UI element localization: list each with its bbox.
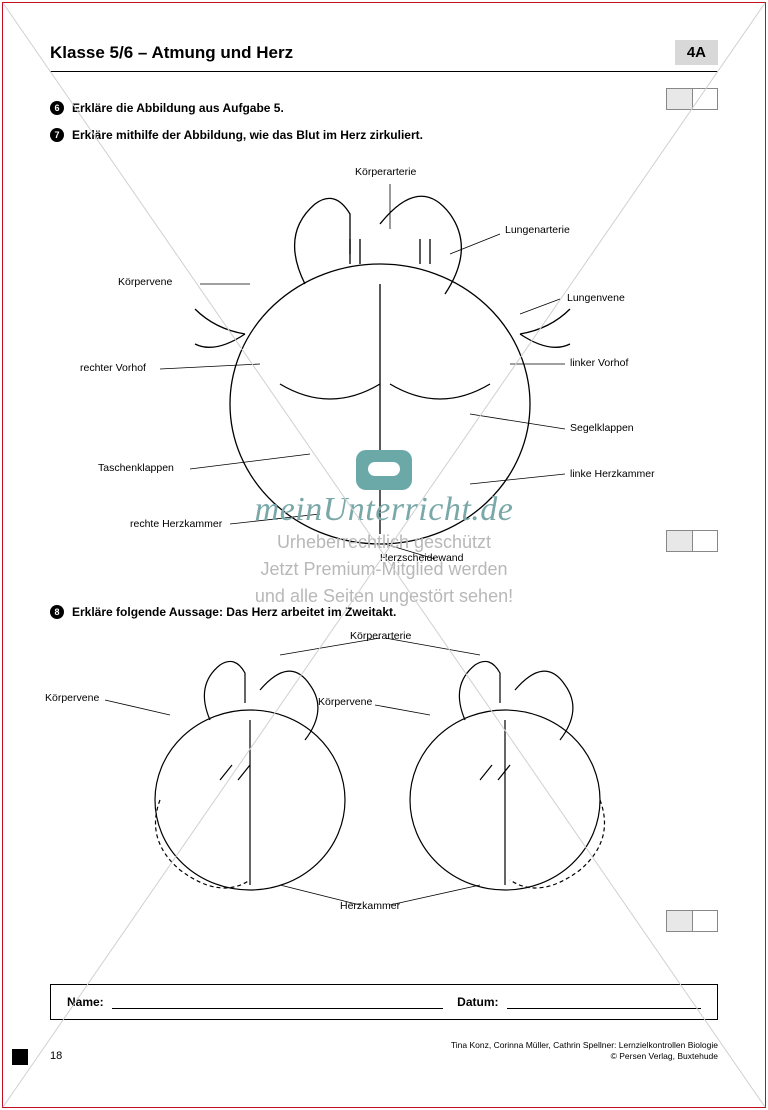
task-8: 8 Erkläre folgende Aussage: Das Herz arb… [50, 604, 718, 621]
page-badge: 4A [675, 40, 718, 65]
page-header: Klasse 5/6 – Atmung und Herz 4A [50, 40, 718, 72]
name-line [112, 995, 443, 1009]
label-koerpervene-left: Körpervene [45, 692, 99, 704]
label-herzscheidewand: Herzscheidewand [380, 552, 463, 564]
label-segelklappen: Segelklappen [570, 422, 634, 434]
credits-line2: © Persen Verlag, Buxtehude [451, 1051, 718, 1062]
publisher-mark-icon [12, 1049, 28, 1065]
label-lungenarterie: Lungenarterie [505, 224, 570, 236]
page-number: 18 [50, 1050, 62, 1062]
heart-diagram-1: Körperarterie Lungenarterie Körpervene L… [50, 154, 718, 574]
score-box [666, 910, 718, 932]
score-box [666, 530, 718, 552]
label-koerpervene-mid: Körpervene [318, 696, 372, 708]
label-koerpervene: Körpervene [118, 276, 172, 288]
task-number-icon: 8 [50, 605, 64, 619]
task-number-icon: 6 [50, 101, 64, 115]
heart-diagram-2: Körperarterie Körpervene Körpervene Herz… [50, 630, 718, 920]
label-koerperarterie: Körperarterie [355, 166, 416, 178]
label-herzkammer: Herzkammer [340, 900, 400, 912]
label-linker-vorhof: linker Vorhof [570, 357, 628, 369]
date-label: Datum: [457, 995, 498, 1009]
name-date-box: Name: Datum: [50, 984, 718, 1020]
name-label: Name: [67, 995, 104, 1009]
task-text: Erkläre folgende Aussage: Das Herz arbei… [72, 604, 396, 621]
date-line [507, 995, 702, 1009]
label-lungenvene: Lungenvene [567, 292, 625, 304]
label-taschenklappen: Taschenklappen [98, 462, 174, 474]
page-title: Klasse 5/6 – Atmung und Herz [50, 43, 293, 63]
label-linke-herzkammer: linke Herzkammer [570, 468, 655, 480]
task-text: Erkläre die Abbildung aus Aufgabe 5. [72, 100, 284, 117]
task-text: Erkläre mithilfe der Abbildung, wie das … [72, 127, 423, 144]
heart-svg-2 [50, 630, 718, 920]
label-rechter-vorhof: rechter Vorhof [80, 362, 146, 374]
label-rechte-herzkammer: rechte Herzkammer [130, 518, 222, 530]
credits-line1: Tina Konz, Corinna Müller, Cathrin Spell… [451, 1040, 718, 1051]
task-number-icon: 7 [50, 128, 64, 142]
task-6: 6 Erkläre die Abbildung aus Aufgabe 5. [50, 100, 718, 117]
credits: Tina Konz, Corinna Müller, Cathrin Spell… [451, 1040, 718, 1062]
task-7: 7 Erkläre mithilfe der Abbildung, wie da… [50, 127, 718, 144]
worksheet-page: Klasse 5/6 – Atmung und Herz 4A 6 Erklär… [50, 40, 718, 1070]
label-koerperarterie-2: Körperarterie [350, 630, 411, 642]
score-box [666, 88, 718, 110]
